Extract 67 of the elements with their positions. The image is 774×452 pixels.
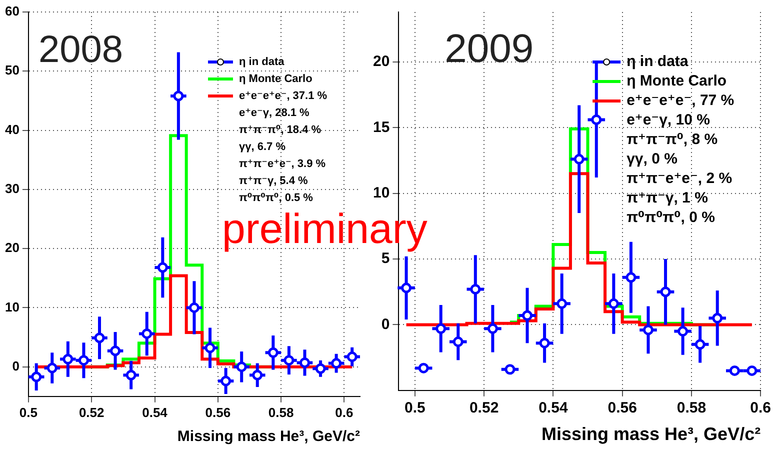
- point: [678, 326, 688, 337]
- point: [626, 272, 636, 283]
- point: [556, 298, 568, 309]
- x-axis-title: Missing mass He³, GeV/c²: [177, 428, 360, 446]
- annotation: π⁺π⁻γ, 5.4 %: [239, 175, 308, 188]
- x-tick-label: 0.58: [676, 400, 706, 417]
- y-tick-label: 10: [372, 184, 390, 202]
- annotation: π⁺π⁻e⁺e⁻, 3.9 %: [239, 158, 326, 170]
- x-tick-label: 0.56: [608, 400, 637, 417]
- point: [591, 114, 602, 125]
- point: [729, 365, 740, 376]
- y-tick-label: 30: [4, 180, 20, 196]
- y-tick-label: 0: [12, 358, 20, 374]
- legend-label: e⁺e⁻e⁺e⁻, 77 %: [626, 92, 734, 110]
- x-tick-label: 0.58: [268, 404, 294, 420]
- annotation: γγ, 0 %: [626, 150, 678, 168]
- legend-label: η Monte Carlo: [626, 72, 727, 90]
- y-tick-label: 40: [4, 122, 20, 137]
- annotation: γγ, 6.7 %: [239, 141, 286, 154]
- x-axis-title: Missing mass He³, GeV/c²: [541, 424, 761, 444]
- point: [504, 364, 516, 375]
- point: [418, 362, 429, 374]
- point: [436, 323, 446, 334]
- y-tick-label: 20: [372, 53, 390, 70]
- x-tick-label: 0.54: [142, 404, 168, 420]
- annotation: π⁰π⁰π⁰, 0.5 %: [239, 192, 314, 204]
- legend-label: e⁺e⁻e⁺e⁻, 37.1 %: [239, 90, 328, 102]
- point: [608, 298, 619, 309]
- annotation: π⁺π⁻π⁰, 8 %: [626, 131, 718, 148]
- legend-label: η in data: [239, 56, 286, 68]
- point: [642, 324, 654, 336]
- point: [712, 312, 723, 324]
- y-tick-label: 0: [381, 316, 390, 333]
- annotation: π⁺π⁻e⁺e⁻, 2 %: [626, 170, 732, 188]
- point: [401, 282, 412, 294]
- y-tick-label: 50: [4, 62, 20, 78]
- x-tick-label: 0.56: [205, 404, 231, 420]
- legend-label: η in data: [626, 53, 689, 70]
- y-tick-label: 5: [381, 250, 390, 268]
- y-tick-label: 60: [4, 4, 20, 19]
- point: [470, 284, 481, 294]
- chart-title: 2009: [444, 27, 534, 71]
- point: [746, 365, 758, 376]
- y-tick-label: 10: [4, 299, 20, 314]
- annotation: e⁺e⁻γ, 10 %: [626, 112, 710, 129]
- point: [660, 286, 671, 298]
- x-tick-label: 0.6: [750, 400, 772, 417]
- x-tick-label: 0.52: [78, 404, 104, 420]
- point: [522, 310, 533, 321]
- x-tick-label: 0.5: [404, 400, 426, 417]
- annotation: π⁺π⁻γ, 1 %: [626, 190, 708, 207]
- y-tick-label: 15: [372, 118, 390, 136]
- chart-title: 2008: [38, 29, 124, 71]
- y-tick-label: 20: [4, 240, 20, 256]
- legend-label: η Monte Carlo: [239, 73, 313, 86]
- annotation: e⁺e⁻γ, 28.1 %: [239, 107, 310, 120]
- x-tick-label: 0.6: [335, 404, 354, 420]
- annotation: π⁰π⁰π⁰, 0 %: [626, 209, 715, 226]
- x-tick-label: 0.54: [538, 400, 568, 417]
- point: [539, 338, 550, 348]
- x-tick-label: 0.5: [19, 404, 38, 420]
- x-tick-label: 0.52: [469, 400, 499, 417]
- point: [487, 323, 498, 334]
- point: [574, 154, 584, 164]
- point: [694, 339, 706, 350]
- point: [452, 336, 464, 348]
- annotation: π⁺π⁻π⁰, 18.4 %: [239, 124, 322, 136]
